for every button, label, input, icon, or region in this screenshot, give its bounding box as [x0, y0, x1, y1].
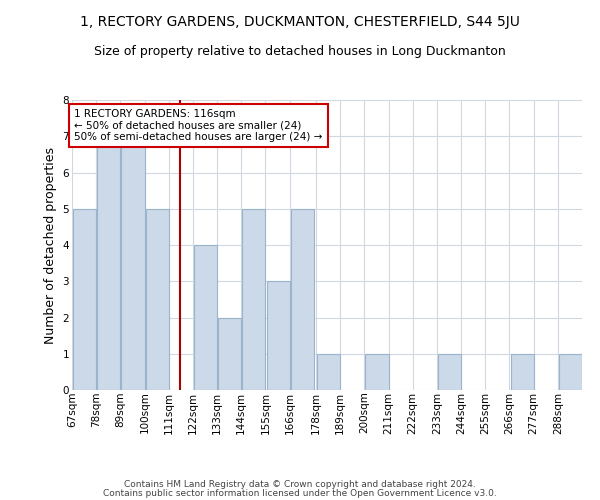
Bar	[365, 354, 389, 390]
Bar	[317, 354, 340, 390]
Bar	[266, 281, 290, 390]
Text: 1, RECTORY GARDENS, DUCKMANTON, CHESTERFIELD, S44 5JU: 1, RECTORY GARDENS, DUCKMANTON, CHESTERF…	[80, 15, 520, 29]
Y-axis label: Number of detached properties: Number of detached properties	[44, 146, 57, 344]
Bar	[438, 354, 461, 390]
Bar	[218, 318, 241, 390]
Text: Size of property relative to detached houses in Long Duckmanton: Size of property relative to detached ho…	[94, 45, 506, 58]
Bar	[511, 354, 533, 390]
Text: Contains HM Land Registry data © Crown copyright and database right 2024.: Contains HM Land Registry data © Crown c…	[124, 480, 476, 489]
Bar	[121, 136, 145, 390]
Bar	[146, 209, 169, 390]
Bar	[97, 136, 121, 390]
Bar	[242, 209, 265, 390]
Bar	[73, 209, 96, 390]
Bar	[194, 245, 217, 390]
Text: 1 RECTORY GARDENS: 116sqm
← 50% of detached houses are smaller (24)
50% of semi-: 1 RECTORY GARDENS: 116sqm ← 50% of detac…	[74, 109, 323, 142]
Bar	[559, 354, 582, 390]
Bar	[291, 209, 314, 390]
Text: Contains public sector information licensed under the Open Government Licence v3: Contains public sector information licen…	[103, 489, 497, 498]
